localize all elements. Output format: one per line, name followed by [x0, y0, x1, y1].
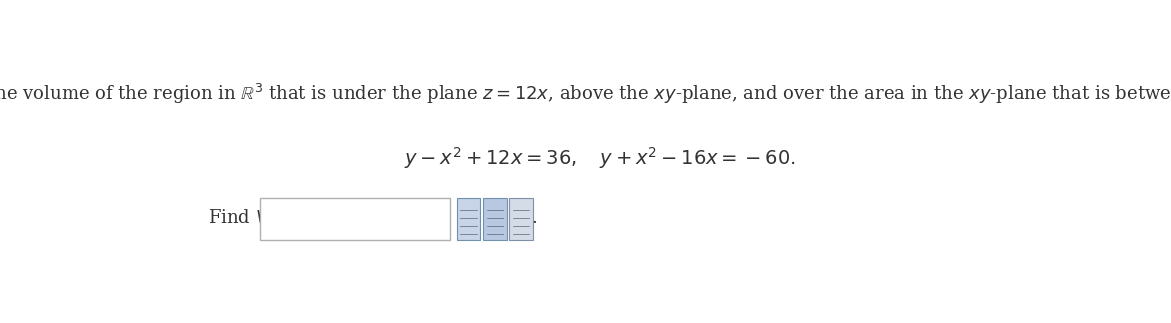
Text: Let $V$ be the volume of the region in $\mathbb{R}^3$ that is under the plane $z: Let $V$ be the volume of the region in $…: [0, 81, 1171, 106]
Text: Find $V =$: Find $V =$: [208, 209, 286, 227]
FancyBboxPatch shape: [509, 198, 533, 240]
FancyBboxPatch shape: [457, 198, 480, 240]
FancyBboxPatch shape: [484, 198, 507, 240]
FancyBboxPatch shape: [260, 198, 451, 240]
Text: .: .: [532, 209, 537, 227]
Text: $y - x^2 + 12x = 36, \quad y + x^2 - 16x = -60.$: $y - x^2 + 12x = 36, \quad y + x^2 - 16x…: [404, 145, 796, 171]
